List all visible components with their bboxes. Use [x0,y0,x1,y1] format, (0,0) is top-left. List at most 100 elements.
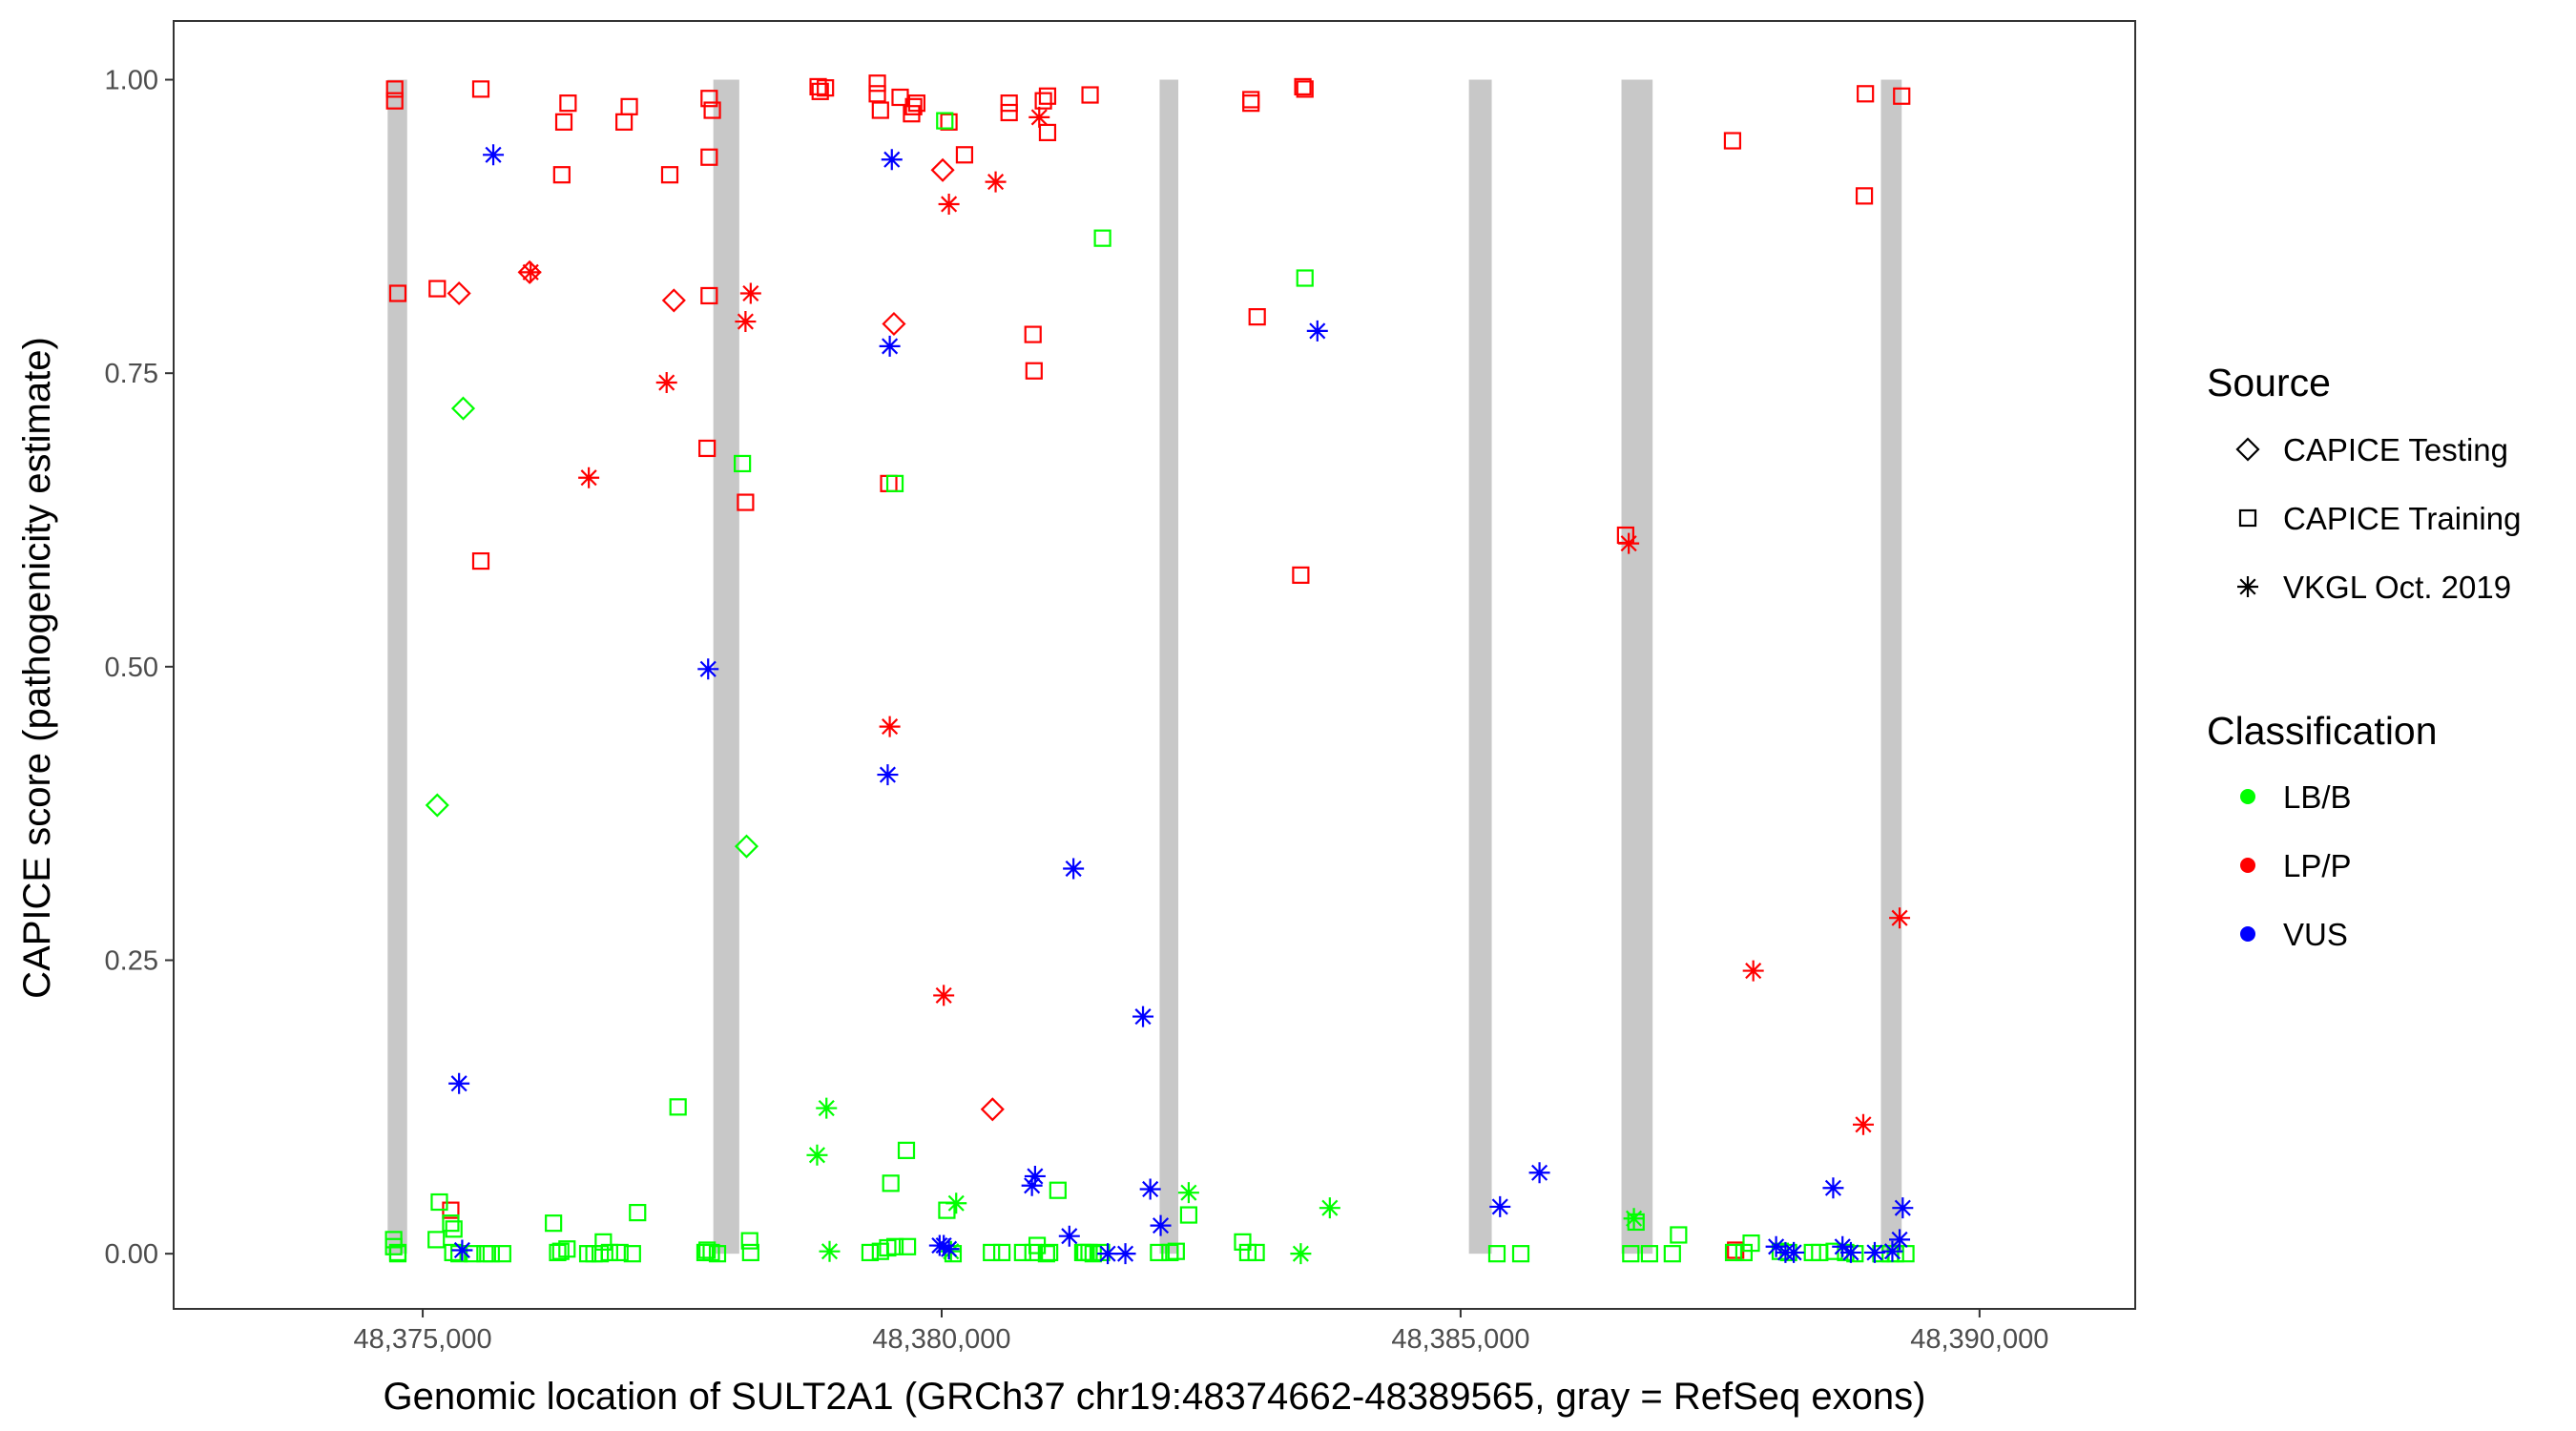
point-capice-training-lp-p [1296,80,1314,98]
point-capice-training-lp-p [868,85,886,103]
legend-class-item: LP/P [2240,848,2352,883]
point-capice-training-lb-b [1487,1245,1506,1263]
point-capice-training-lb-b [992,1243,1011,1262]
point-capice-training-lp-p [1893,87,1911,105]
point-capice-training-lb-b [388,1245,407,1263]
point-capice-training-lb-b [698,1241,717,1259]
legend-source-item: CAPICE Testing [2235,432,2508,467]
legend-dot-icon [2240,789,2255,804]
point-capice-training-lb-b [1296,269,1314,287]
point-capice-training-lp-p [871,101,889,119]
point-capice-training-lb-b [702,1243,720,1262]
legend-classification-title: Classification [2207,709,2438,753]
y-tick-label: 0.50 [105,653,158,683]
point-capice-training-lb-b [551,1242,570,1260]
point-capice-training-lp-p [1081,86,1099,104]
point-vkgl-oct-2019-lp-p [578,467,600,488]
y-axis: 0.00 0.25 0.50 0.75 1.00 [105,66,174,1270]
point-vkgl-oct-2019-vus [1097,1243,1119,1265]
point-capice-training-lp-p [620,97,638,115]
point-vkgl-oct-2019-lb-b [1290,1243,1312,1265]
point-capice-training-lp-p [471,551,490,570]
point-vkgl-oct-2019-vus [933,1234,955,1256]
legend-class-label: LP/P [2283,848,2352,883]
point-capice-training-lb-b [623,1245,641,1263]
legend-class-item: LB/B [2240,779,2352,815]
point-capice-training-lb-b [594,1233,613,1251]
exon-band [387,79,407,1255]
point-capice-training-lp-p [700,286,718,305]
point-vkgl-oct-2019-lp-p [735,311,757,333]
point-capice-training-lb-b [936,112,954,130]
point-vkgl-oct-2019-vus [1114,1243,1136,1265]
legend-star-icon [2237,576,2258,597]
point-capice-training-lp-p [904,97,923,115]
point-capice-training-lb-b [741,1243,759,1262]
point-vkgl-oct-2019-lb-b [1177,1182,1199,1204]
point-capice-testing-lb-b [734,834,759,859]
point-capice-training-lp-p [1723,132,1742,150]
point-capice-training-lb-b [897,1141,916,1159]
y-tick-label: 0.25 [105,946,158,977]
point-vkgl-oct-2019-vus [1832,1235,1854,1257]
point-capice-training-lp-p [1857,85,1875,103]
point-capice-training-lp-p [1248,308,1266,326]
point-capice-training-lb-b [591,1245,610,1263]
y-tick-label: 0.75 [105,359,158,389]
point-capice-training-lb-b [669,1098,687,1116]
x-axis-title: Genomic location of SULT2A1 (GRCh37 chr1… [384,1376,1926,1418]
point-capice-training-lb-b [482,1245,500,1263]
x-tick-label: 48,390,000 [1910,1324,2048,1355]
point-capice-training-lb-b [898,1237,917,1255]
point-capice-training-lp-p [703,101,721,119]
point-capice-training-lb-b [611,1243,629,1262]
legend-class-label: VUS [2283,917,2348,952]
y-tick-label: 1.00 [105,66,158,96]
point-capice-training-lb-b [1179,1206,1197,1224]
point-capice-training-lp-p [700,148,718,166]
point-vkgl-oct-2019-lp-p [1742,960,1764,982]
point-capice-training-lp-p [1038,87,1057,105]
point-vkgl-oct-2019-lp-p [1852,1113,1874,1135]
point-capice-training-lb-b [1150,1243,1168,1262]
point-capice-training-lp-p [940,113,958,131]
point-capice-training-lp-p [891,88,909,107]
point-capice-training-lb-b [1093,229,1111,247]
x-axis: 48,375,000 48,380,000 48,385,000 48,390,000 [354,1309,2048,1355]
point-vkgl-oct-2019-lb-b [819,1240,841,1262]
point-vkgl-oct-2019-lb-b [945,1192,967,1214]
point-vkgl-oct-2019-vus [1839,1241,1861,1263]
legend-class-item: VUS [2240,917,2348,952]
point-capice-training-lb-b [1663,1245,1681,1263]
point-capice-testing-lb-b [425,793,449,818]
point-capice-training-lb-b [442,1214,460,1233]
point-capice-training-lp-p [1292,566,1310,584]
point-vkgl-oct-2019-lp-p [1618,532,1640,554]
point-vkgl-oct-2019-vus [1306,320,1328,342]
point-capice-training-lb-b [1724,1243,1743,1262]
point-capice-training-lp-p [698,439,717,458]
point-vkgl-oct-2019-vus [1024,1165,1046,1187]
point-capice-training-lb-b [983,1243,1001,1262]
point-capice-training-lp-p [471,80,490,98]
point-capice-training-lp-p [868,74,886,93]
point-capice-training-lb-b [740,1232,758,1250]
point-capice-training-lb-b [430,1192,448,1212]
point-vkgl-oct-2019-lb-b [806,1144,828,1166]
exon-band [1159,79,1179,1255]
legend-square-icon [2238,508,2257,528]
x-tick-label: 48,375,000 [354,1324,492,1355]
legend-dot-icon [2240,926,2255,942]
legend-source-item: VKGL Oct. 2019 [2237,570,2511,605]
point-vkgl-oct-2019-vus [1063,858,1085,880]
point-capice-training-lp-p [559,94,577,113]
legend-source-items: CAPICE Testing CAPICE Training VKGL Oct. 2… [2235,432,2521,605]
point-capice-training-lp-p [817,79,835,97]
point-capice-training-lp-p [1024,325,1042,343]
point-capice-training-lp-p [1294,77,1312,96]
point-capice-training-lp-p [615,113,634,131]
point-vkgl-oct-2019-vus [879,335,901,357]
point-capice-training-lb-b [1670,1226,1688,1244]
point-capice-training-lp-p [700,90,718,108]
point-capice-testing-lp-p [980,1097,1005,1122]
